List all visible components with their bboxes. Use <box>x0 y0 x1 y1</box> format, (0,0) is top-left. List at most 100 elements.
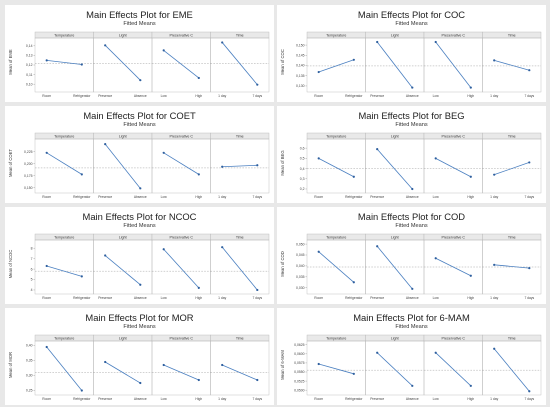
chart-subtitle: Fitted Means <box>123 122 156 128</box>
effect-line <box>46 265 82 277</box>
chart-title: Main Effects Plot for COET <box>83 110 196 121</box>
factor-name: Temperature <box>54 134 74 138</box>
y-tick-label: 0,35 <box>26 359 33 363</box>
factor-name: Temperature <box>54 336 74 340</box>
y-tick-label: 0,0575 <box>294 361 304 365</box>
mean-point <box>256 83 259 86</box>
factor-name: Light <box>391 134 399 138</box>
level-label: 7 days <box>524 94 534 98</box>
main-effects-panel: Main Effects Plot for NCOC Fitted Means Me… <box>5 207 274 304</box>
mean-point <box>376 245 379 248</box>
effect-line <box>494 162 530 176</box>
mean-point <box>528 390 531 393</box>
y-tick-label: 0,225 <box>24 150 33 154</box>
factor-frame <box>482 340 542 396</box>
level-label: Refrigerator <box>345 397 363 401</box>
y-tick-label: 0,045 <box>296 253 305 257</box>
factor-name: Temperature <box>54 33 74 37</box>
mean-point <box>493 173 496 176</box>
level-label: 7 days <box>524 397 534 401</box>
chart-title: Main Effects Plot for 6-MAM <box>353 312 470 323</box>
effect-line <box>221 246 258 291</box>
effect-line <box>435 157 471 178</box>
y-tick-label: 0,4 <box>300 167 305 171</box>
mean-point <box>162 151 165 154</box>
chart-title: Main Effects Plot for MOR <box>85 312 194 323</box>
chart-title: Main Effects Plot for NCOC <box>82 211 197 222</box>
y-tick-label: 0,150 <box>24 186 33 190</box>
effect-line <box>163 50 200 79</box>
effect-line <box>376 246 413 290</box>
factor-frame <box>210 37 270 93</box>
y-axis-title: Mean of EME <box>8 49 13 75</box>
y-tick-label: 0,30 <box>26 374 33 378</box>
level-label: Absence <box>134 94 147 98</box>
mean-point <box>317 70 320 74</box>
factor-name: Time <box>236 33 244 37</box>
factor-name: Light <box>119 336 127 340</box>
factor-frame <box>210 138 270 194</box>
effect-line <box>46 59 82 65</box>
level-label: Absence <box>134 397 147 401</box>
y-tick-label: 4 <box>31 288 33 292</box>
mean-point <box>528 161 531 164</box>
level-label: High <box>195 397 202 401</box>
chart-title: Main Effects Plot for EME <box>86 9 193 20</box>
factor-name: Temperature <box>326 235 346 239</box>
mean-point <box>469 384 472 387</box>
level-label: Presence <box>370 296 384 300</box>
factor-frame <box>306 37 366 93</box>
factor-frame <box>34 340 94 396</box>
mean-point <box>162 49 165 52</box>
y-tick-label: 0,140 <box>296 64 305 68</box>
chart-subtitle: Fitted Means <box>395 122 428 128</box>
effect-line <box>104 45 141 81</box>
level-label: Refrigerator <box>73 94 91 98</box>
factor-frame <box>482 37 542 93</box>
effect-line <box>494 264 530 269</box>
factor-name: Preservative C <box>169 33 193 37</box>
effect-line <box>163 152 200 175</box>
mean-point <box>493 347 496 350</box>
mean-point <box>104 254 107 257</box>
y-tick-label: 0,030 <box>296 286 305 290</box>
mean-point <box>256 288 259 292</box>
y-axis-title: Mean of COD <box>280 251 285 277</box>
mean-point <box>162 248 165 251</box>
chart-title: Main Effects Plot for COC <box>357 9 466 20</box>
level-label: Absence <box>406 397 419 401</box>
level-label: Room <box>314 397 323 401</box>
mean-point <box>434 351 437 354</box>
mean-point <box>221 363 224 367</box>
factor-name: Time <box>508 336 516 340</box>
mean-point <box>197 76 200 80</box>
level-label: Absence <box>406 296 419 300</box>
y-axis-title: Mean of NCOC <box>8 250 13 279</box>
main-effects-panel: Main Effects Plot for 6-MAM Fitted Means M… <box>277 308 546 405</box>
factor-frame <box>151 340 211 396</box>
y-tick-label: 0,10 <box>26 82 33 86</box>
factor-name: Preservative C <box>169 336 193 340</box>
y-axis-title: Mean of BEG <box>280 150 285 175</box>
y-tick-label: 0,40 <box>26 344 33 348</box>
factor-name: Light <box>391 33 399 37</box>
factor-name: Light <box>391 336 399 340</box>
mean-point <box>411 86 414 89</box>
effect-line <box>376 41 413 88</box>
effect-line <box>104 255 141 286</box>
factor-frame <box>306 340 366 396</box>
y-tick-label: 5 <box>31 278 33 282</box>
y-tick-label: 0,2 <box>300 187 305 191</box>
main-effects-panel: Main Effects Plot for MOR Fitted Means Mea… <box>5 308 274 405</box>
level-label: High <box>467 195 474 199</box>
level-label: 1 day <box>218 397 226 401</box>
y-axis-title: Mean of COC <box>280 49 285 75</box>
y-tick-label: 0,12 <box>26 63 33 67</box>
y-axis-title: Mean of MOR <box>8 352 13 378</box>
y-tick-label: 0,035 <box>296 275 305 279</box>
plot-area: Mean of COET 0,225 0,200 0,175 0,150 Temperat… <box>8 132 270 199</box>
level-label: 1 day <box>490 195 498 199</box>
factor-frame <box>34 239 94 295</box>
mean-point <box>197 286 200 289</box>
y-tick-label: 0,5 <box>300 157 305 161</box>
